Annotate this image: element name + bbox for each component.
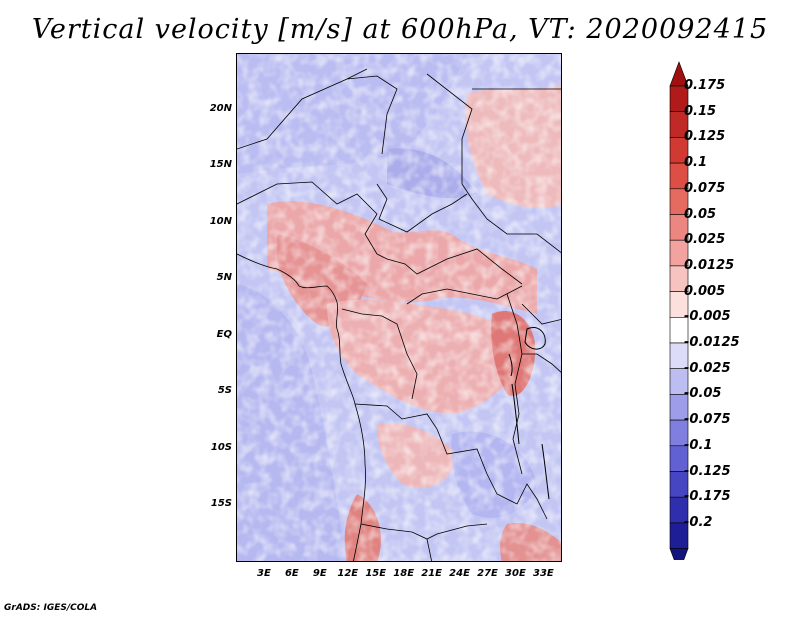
x-tick-label: 9E — [312, 568, 327, 579]
x-tick-label: 12E — [337, 568, 359, 579]
border-zambia — [486, 473, 548, 520]
colorbar-label: -0.125 — [684, 463, 731, 479]
y-tick-label: EQ — [216, 328, 232, 340]
lake-tanganyika — [511, 383, 520, 445]
border-niger-chad — [237, 68, 368, 150]
x-tick-label: 27E — [477, 568, 498, 579]
coastline-west-africa — [237, 253, 338, 303]
y-tick-label: 10N — [209, 215, 232, 227]
border-angola-drc — [354, 403, 488, 475]
x-tick-label: 3E — [257, 568, 271, 579]
field-noise-texture — [237, 54, 561, 561]
border-kenya-uganda — [521, 303, 561, 325]
map-plot-area — [236, 53, 562, 562]
colorbar-label: -0.175 — [684, 489, 731, 505]
lake-kivu — [508, 353, 513, 377]
border-nigeria — [237, 181, 378, 255]
colorbar-label: -0.2 — [684, 514, 713, 530]
y-tick-label: 15N — [209, 159, 232, 171]
x-tick-label: 33E — [532, 568, 554, 579]
x-tick-label: 6E — [284, 568, 299, 579]
colorbar-label: -0.075 — [684, 412, 731, 428]
x-tick-label: 30E — [505, 568, 526, 579]
colorbar-label: 0.15 — [684, 103, 717, 119]
colorbar-label: 0.0125 — [684, 257, 735, 273]
y-tick-label: 10S — [210, 441, 232, 453]
border-congo-drc — [406, 285, 523, 305]
colorbar-bottom-arrow — [669, 548, 689, 560]
border-car-south — [376, 248, 523, 285]
colorbar-label: 0.175 — [684, 78, 726, 93]
velocity-field-map — [237, 54, 561, 561]
grads-footer: GrADS: IGES/COLA — [4, 603, 98, 613]
lake-malawi — [541, 443, 550, 500]
chart-title: Vertical velocity [m/s] at 600hPa, VT: 2… — [31, 14, 769, 45]
y-tick-label: 15S — [210, 498, 232, 510]
y-tick-label: 5N — [216, 272, 232, 284]
y-tick-label: 5S — [217, 385, 232, 397]
border-namibia-botswana — [426, 538, 432, 561]
colorbar-label: -0.0125 — [684, 335, 740, 350]
border-drc-east — [506, 293, 523, 475]
colorbar-label: -0.005 — [684, 309, 731, 325]
colorbar-label: 0.05 — [684, 206, 717, 222]
lake-victoria — [524, 327, 546, 350]
x-tick-label: 24E — [449, 568, 470, 579]
border-cameroon-gabon — [341, 308, 418, 400]
border-libya-chad — [346, 75, 398, 155]
border-tanzania — [522, 353, 561, 373]
colorbar-label: -0.025 — [684, 360, 731, 376]
colorbar-label: -0.05 — [684, 386, 722, 402]
border-egypt-sudan — [426, 73, 473, 184]
border-sudan-south — [461, 183, 561, 253]
lake-outlines — [508, 327, 550, 500]
y-tick-label: 20N — [209, 102, 232, 114]
colorbar-label: -0.1 — [684, 437, 713, 453]
x-tick-label: 21E — [421, 568, 442, 579]
border-chad-car — [376, 183, 468, 233]
country-boundaries — [237, 68, 561, 561]
colorbar-label: 0.1 — [684, 155, 708, 171]
x-tick-label: 18E — [393, 568, 415, 579]
colorbar-label: 0.005 — [684, 283, 726, 299]
colorbar-label: 0.075 — [684, 180, 726, 196]
colorbar-label: 0.025 — [684, 232, 726, 248]
colorbar — [669, 61, 689, 560]
x-tick-label: 15E — [365, 568, 387, 579]
colorbar-label: 0.125 — [684, 129, 726, 145]
